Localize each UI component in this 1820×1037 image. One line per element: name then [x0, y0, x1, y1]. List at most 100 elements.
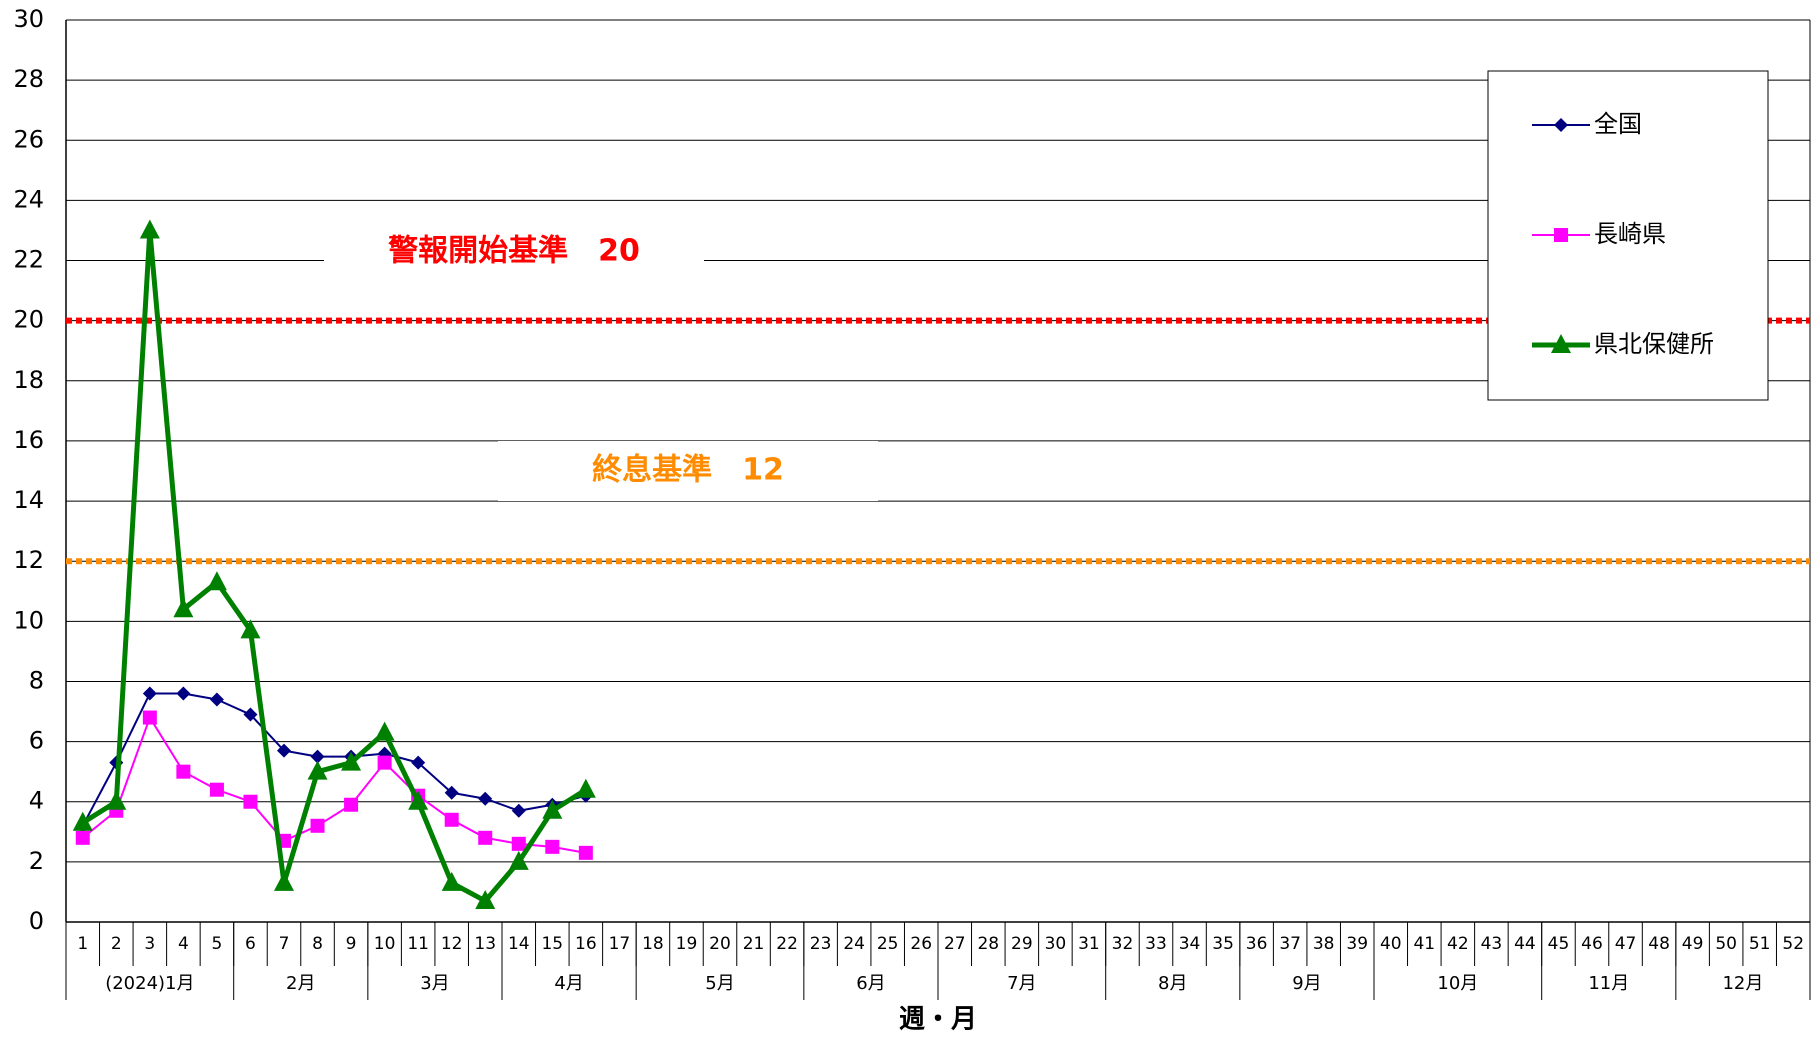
month-label: 8月: [1158, 973, 1187, 994]
series-line: [81, 692, 587, 827]
x-tick-label: 51: [1749, 934, 1771, 954]
data-point: [243, 707, 258, 722]
data-point: [142, 686, 157, 701]
data-point: [310, 818, 325, 833]
x-tick-label: 49: [1682, 934, 1704, 954]
data-point: [176, 764, 191, 779]
data-point: [377, 755, 392, 770]
x-tick-label: 46: [1581, 934, 1603, 954]
x-tick-label: 21: [743, 934, 765, 954]
month-label: 12月: [1722, 973, 1763, 994]
x-tick-label: 8: [312, 934, 323, 954]
x-tick-label: 25: [877, 934, 899, 954]
x-tick-label: 27: [944, 934, 966, 954]
y-tick-label: 0: [29, 907, 44, 935]
y-tick-label: 10: [13, 606, 44, 634]
x-tick-label: 23: [810, 934, 832, 954]
month-label: 11月: [1588, 973, 1629, 994]
x-tick-label: 1: [77, 934, 88, 954]
y-tick-label: 28: [13, 65, 44, 93]
x-tick-label: 45: [1548, 934, 1570, 954]
x-tick-label: 30: [1045, 934, 1067, 954]
month-label: 10月: [1437, 973, 1478, 994]
data-point: [475, 889, 496, 909]
annotation-background: [324, 222, 704, 282]
data-point: [344, 797, 359, 812]
x-tick-label: 48: [1648, 934, 1670, 954]
x-tick-label: 5: [212, 934, 223, 954]
data-point: [274, 871, 294, 891]
data-point: [277, 743, 291, 758]
x-tick-label: 15: [541, 934, 563, 954]
legend-marker: [1554, 228, 1568, 242]
x-tick-label: 10: [374, 934, 396, 954]
data-point: [575, 778, 596, 798]
data-point: [310, 749, 325, 764]
data-point: [75, 830, 90, 845]
legend-marker: [1554, 118, 1568, 132]
legend-label: 全国: [1594, 110, 1642, 138]
x-tick-label: 9: [346, 934, 357, 954]
x-tick-label: 14: [508, 934, 530, 954]
x-tick-label: 17: [609, 934, 631, 954]
data-point: [478, 830, 493, 845]
y-tick-label: 16: [13, 426, 44, 454]
x-tick-label: 39: [1346, 934, 1368, 954]
y-tick-label: 6: [29, 727, 44, 755]
data-point: [508, 850, 529, 870]
data-point: [545, 839, 560, 854]
y-tick-label: 2: [29, 847, 44, 875]
x-tick-label: 33: [1145, 934, 1167, 954]
data-point: [408, 790, 429, 810]
month-label: 2月: [286, 973, 315, 994]
x-tick-label: 12: [441, 934, 463, 954]
x-tick-label: 3: [144, 934, 155, 954]
x-tick-label: 24: [843, 934, 865, 954]
x-tick-label: 43: [1481, 934, 1503, 954]
x-tick-label: 7: [279, 934, 290, 954]
month-label: 6月: [856, 973, 885, 994]
month-label: (2024)1月: [105, 973, 194, 994]
x-tick-label: 18: [642, 934, 664, 954]
month-label: 5月: [705, 973, 734, 994]
data-point: [106, 790, 127, 810]
annotation: 終息基準 12: [592, 453, 784, 488]
data-point: [511, 803, 526, 818]
data-point: [441, 871, 462, 891]
x-tick-label: 42: [1447, 934, 1469, 954]
data-point: [176, 686, 191, 701]
data-point: [578, 845, 593, 860]
x-tick-label: 36: [1246, 934, 1268, 954]
x-tick-label: 31: [1078, 934, 1100, 954]
x-tick-label: 13: [474, 934, 496, 954]
y-tick-label: 12: [13, 546, 44, 574]
x-tick-label: 37: [1279, 934, 1301, 954]
data-point: [542, 799, 563, 819]
x-tick-label: 22: [776, 934, 798, 954]
data-point: [444, 785, 459, 800]
data-point: [341, 751, 362, 771]
data-point: [444, 812, 459, 827]
legend-label: 県北保健所: [1594, 330, 1714, 358]
annotation: 警報開始基準 20: [388, 234, 640, 269]
y-tick-label: 14: [13, 486, 44, 514]
y-tick-label: 18: [13, 366, 44, 394]
x-tick-label: 16: [575, 934, 597, 954]
x-tick-label: 4: [178, 934, 189, 954]
month-label: 9月: [1292, 973, 1321, 994]
x-axis-label: 週・月: [899, 1005, 977, 1035]
x-tick-label: 44: [1514, 934, 1536, 954]
x-tick-label: 35: [1212, 934, 1234, 954]
x-tick-label: 34: [1179, 934, 1201, 954]
data-point: [511, 836, 526, 851]
x-tick-label: 32: [1112, 934, 1134, 954]
data-point: [173, 598, 194, 618]
y-tick-label: 24: [13, 185, 44, 213]
legend-label: 長崎県: [1594, 220, 1666, 248]
series-line: [82, 716, 587, 854]
x-tick-label: 41: [1413, 934, 1435, 954]
data-point: [307, 760, 328, 780]
x-tick-label: 2: [111, 934, 122, 954]
data-point: [209, 692, 224, 707]
